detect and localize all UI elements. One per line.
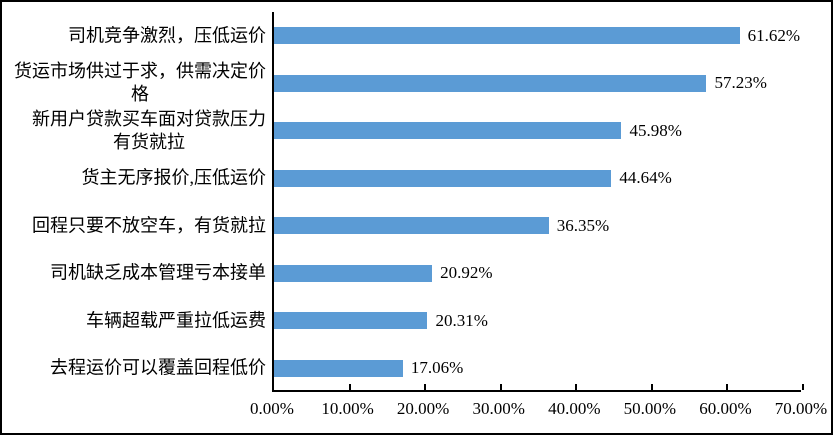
category-label: 货主无序报价,压低运价: [81, 167, 267, 188]
bar: [274, 312, 428, 330]
category-label: 回程只要不放空车，有货就拉: [32, 215, 266, 236]
category-label: 司机缺乏成本管理亏本接单: [50, 262, 266, 283]
value-label: 17.06%: [410, 358, 464, 378]
bar: [274, 74, 707, 92]
x-axis-tick: [726, 384, 729, 390]
x-axis-tick-label: 10.00%: [321, 399, 374, 418]
x-axis-tick-label: 70.00%: [774, 399, 828, 418]
x-axis-tick-label: 30.00%: [472, 399, 525, 418]
x-axis-tick: [348, 384, 351, 390]
x-axis-tick-label: 0.00%: [250, 399, 294, 418]
bar: [274, 264, 433, 282]
category-label: 货运市场供过于求，供需决定价 格: [14, 61, 266, 105]
bar: [274, 169, 612, 187]
bar: [274, 122, 622, 140]
x-axis-tick-label: 40.00%: [548, 399, 601, 418]
x-axis-tick-label: 60.00%: [699, 399, 752, 418]
bar: [274, 27, 740, 45]
bar: [274, 359, 403, 377]
value-label: 61.62%: [747, 25, 801, 45]
value-label: 36.35%: [556, 215, 610, 235]
x-axis-tick: [575, 384, 578, 390]
x-axis-tick-label: 50.00%: [623, 399, 677, 418]
value-label: 44.64%: [619, 168, 672, 188]
x-axis-tick: [802, 384, 804, 390]
x-axis-tick-label: 20.00%: [396, 399, 450, 418]
value-label: 20.31%: [435, 310, 488, 330]
x-axis-tick: [650, 384, 653, 390]
plot-area: 61.62% 57.23% 45.98% 44.64% 36.35% 20.92% 20.3…: [272, 12, 804, 392]
x-axis-tick: [424, 384, 427, 390]
category-label: 司机竞争激烈，压低运价: [68, 25, 266, 46]
category-label: 新用户贷款买车面对贷款压力 有货就拉: [32, 108, 266, 152]
category-label: 车辆超载严重拉低运费: [86, 310, 266, 331]
bar: [274, 217, 549, 235]
value-label: 57.23%: [714, 73, 767, 93]
value-label: 20.92%: [440, 263, 493, 283]
value-label: 45.98%: [629, 120, 682, 140]
category-label: 去程运价可以覆盖回程低价: [50, 357, 266, 378]
x-axis-tick: [499, 384, 502, 390]
